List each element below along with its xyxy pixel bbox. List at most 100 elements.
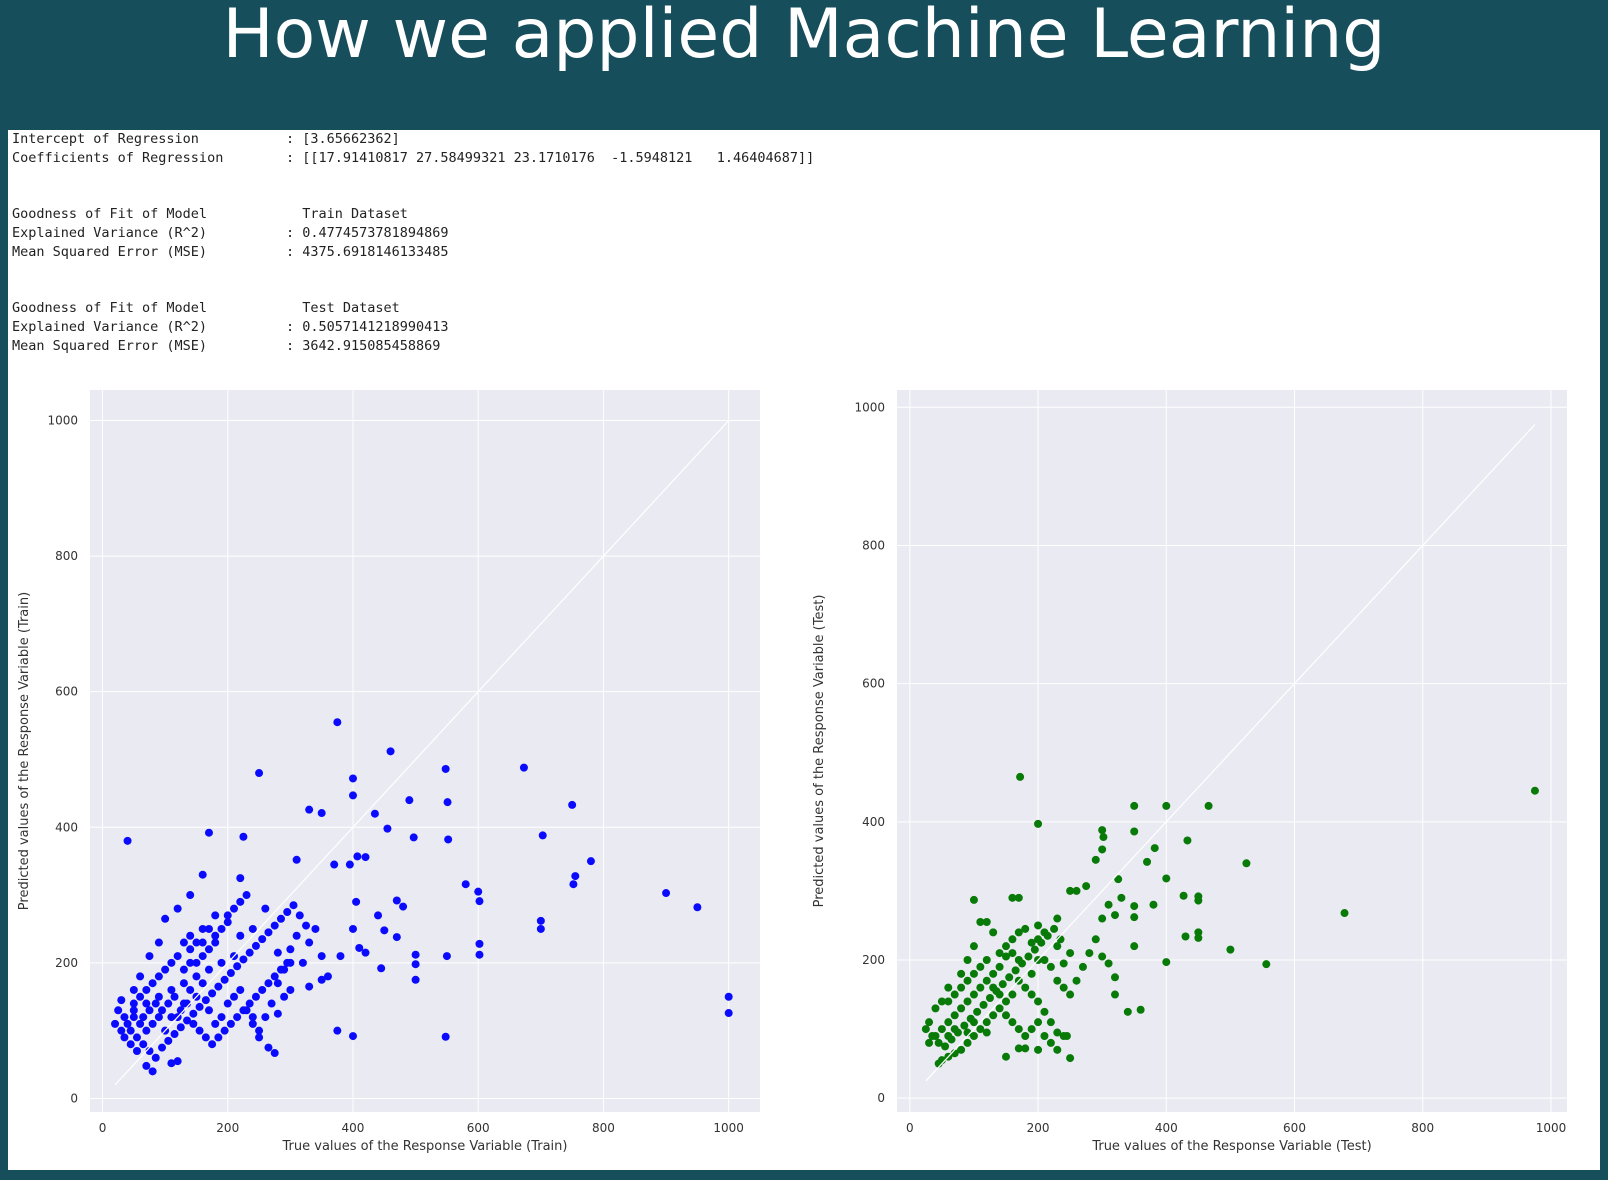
data-point [261,904,270,913]
data-point [1110,911,1119,920]
data-point [989,983,998,992]
x-tick-label: 1000 [713,1121,744,1135]
data-point [248,1019,257,1028]
data-point [273,948,282,957]
stat-value: Train Dataset [286,206,408,223]
data-point [248,924,257,933]
data-point [126,1026,135,1035]
x-axis-label: True values of the Response Variable (Te… [1091,1139,1371,1154]
data-point [1046,1018,1055,1027]
data-point [167,1013,176,1022]
data-point [217,924,226,933]
data-point [151,999,160,1008]
data-point [129,1013,138,1022]
data-point [411,960,420,969]
data-point [201,996,210,1005]
data-point [230,992,239,1001]
data-point [1130,942,1139,951]
data-point [1014,956,1023,964]
data-point [1226,945,1235,954]
data-point [1098,845,1107,854]
x-tick-label: 0 [99,1121,107,1135]
data-point [1040,1007,1049,1016]
data-point [261,1013,270,1022]
data-point [1242,859,1251,868]
data-point [441,764,450,773]
data-point [1014,1044,1023,1053]
data-point [941,1042,950,1051]
data-point [211,911,220,920]
data-point [960,1021,969,1030]
stat-key: Explained Variance (R^2) [12,225,208,241]
y-tick-label: 400 [862,815,885,829]
data-point [204,945,213,954]
data-point [129,999,138,1008]
data-point [995,949,1004,958]
data-point [1034,935,1043,944]
train-scatter-plot: 0 200 400 600 800 1000 0 200 400 600 800 1000 True v… [17,390,760,1154]
data-point [374,911,383,920]
data-point [392,896,401,905]
data-point [1050,924,1059,933]
data-point [662,889,671,898]
data-point [474,887,483,896]
data-point [330,860,339,869]
data-point [361,948,370,957]
data-point [189,1009,198,1018]
data-point [1053,1028,1062,1037]
data-point [963,997,972,1006]
data-point [264,979,273,988]
data-point [245,999,254,1008]
data-point [950,990,959,999]
data-point [167,1059,176,1068]
data-point [192,972,201,981]
data-point [969,1018,978,1027]
data-point [1066,949,1075,958]
y-tick-label: 0 [877,1091,885,1105]
data-point [1130,801,1139,810]
data-point [1014,1025,1023,1034]
data-point [519,763,528,772]
data-point [111,1019,120,1028]
data-point [1183,836,1192,845]
data-point [286,945,295,954]
stat-key: Coefficients of Regression [12,149,224,166]
y-tick-label: 1000 [47,414,78,428]
data-point [233,1013,242,1022]
data-point [1340,909,1349,918]
data-point [1130,913,1139,922]
data-point [208,989,217,998]
data-point [1053,914,1062,923]
data-point [176,1023,185,1032]
data-point [136,1019,145,1028]
data-point [399,902,408,911]
data-point [586,857,595,866]
y-tick-label: 0 [70,1091,78,1105]
data-point [186,958,195,967]
data-point [145,952,154,961]
data-point [220,1026,229,1035]
data-point [226,969,235,978]
data-point [186,985,195,994]
data-point [348,924,357,933]
data-point [139,1013,148,1022]
data-point [1008,1018,1017,1027]
data-point [383,824,392,833]
x-axis-label: True values of the Response Variable (Tr… [282,1139,568,1154]
data-point [950,1011,959,1020]
data-point [201,1033,210,1042]
data-point [1040,1032,1049,1040]
reference-line [925,424,1536,1082]
x-tick-label: 600 [1283,1121,1306,1135]
stat-key: Intercept of Regression [12,131,199,147]
data-point [273,979,282,988]
data-point [1136,1005,1145,1014]
x-tick-label: 200 [1027,1121,1050,1135]
notebook-output-panel: Intercept of Regression: [3.65662362] Coe… [8,130,1600,1170]
data-point [1179,891,1188,900]
data-point [1034,819,1043,828]
data-point [117,1026,126,1035]
data-point [969,990,978,999]
stat-value: : 4375.6918146133485 [286,243,449,260]
data-point [1204,801,1213,810]
